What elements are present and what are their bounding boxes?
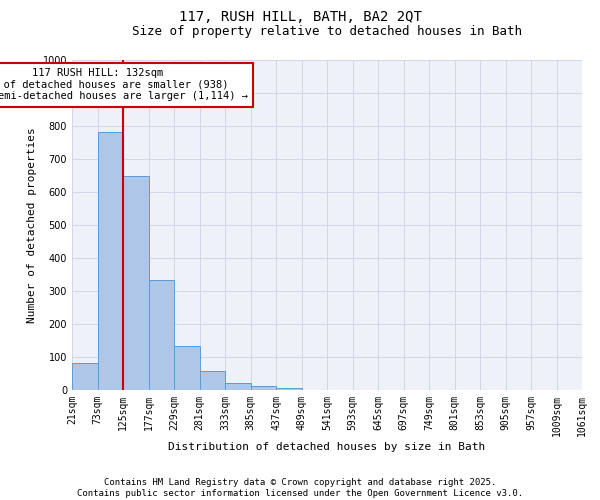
Y-axis label: Number of detached properties: Number of detached properties — [27, 127, 37, 323]
Bar — [276, 388, 302, 390]
Text: Contains HM Land Registry data © Crown copyright and database right 2025.
Contai: Contains HM Land Registry data © Crown c… — [77, 478, 523, 498]
Bar — [174, 346, 199, 390]
Bar — [123, 176, 149, 390]
Text: 117 RUSH HILL: 132sqm
← 45% of detached houses are smaller (938)
54% of semi-det: 117 RUSH HILL: 132sqm ← 45% of detached … — [0, 68, 248, 102]
Bar — [97, 132, 123, 390]
Bar — [72, 362, 97, 390]
X-axis label: Distribution of detached houses by size in Bath: Distribution of detached houses by size … — [169, 442, 485, 452]
Text: 117, RUSH HILL, BATH, BA2 2QT: 117, RUSH HILL, BATH, BA2 2QT — [179, 10, 421, 24]
Bar — [225, 384, 251, 390]
Bar — [199, 371, 225, 390]
Bar — [251, 386, 276, 390]
Bar — [149, 280, 174, 390]
Title: Size of property relative to detached houses in Bath: Size of property relative to detached ho… — [132, 25, 522, 38]
